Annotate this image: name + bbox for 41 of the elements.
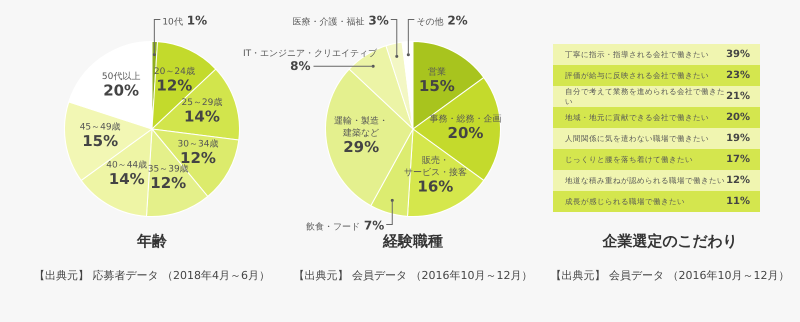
text: 【出典元】 会員データ （2016年10月～12月） [550, 268, 790, 284]
slice-label: 50代以上 [102, 70, 140, 82]
data-label: 15% [418, 77, 455, 96]
data-label: 11% [726, 196, 750, 207]
data-label: 29% [343, 138, 380, 156]
data-label: 23% [726, 70, 750, 81]
slice-label: 40～44歳 [106, 159, 148, 170]
text: 【出典元】 応募者データ （2018年4月～6月） [33, 268, 271, 284]
text: 経験職種 [382, 232, 444, 251]
data-label: 39% [726, 49, 750, 60]
data-label: 20% [448, 124, 484, 142]
data-label: 20% [103, 81, 140, 100]
data-label: 21% [726, 91, 750, 102]
text: 【出典元】 会員データ （2016年10月～12月） [293, 268, 533, 284]
slice-label: 運輸・製造・建築など [334, 116, 388, 139]
data-label: 16% [417, 177, 454, 196]
slice-label: 医療・介護・福祉 [292, 16, 364, 28]
slice-label: IT・エンジニア・クリエイティブ [242, 48, 378, 60]
data-label: 12% [156, 76, 192, 94]
text: 企業選定のこだわり [602, 232, 738, 251]
data-label: 17% [726, 154, 750, 165]
slice-label: 25～29歳 [181, 97, 222, 108]
data-label: 8% [290, 59, 310, 74]
data-label: 3% [368, 14, 389, 28]
text: 年齢 [136, 232, 168, 251]
data-label: 15% [82, 132, 118, 150]
data-label: 1% [186, 14, 208, 28]
slice-label: 10代 [162, 16, 183, 28]
data-label: 12% [726, 175, 750, 186]
data-label: 2% [447, 14, 468, 28]
data-label: 12% [150, 174, 186, 192]
slice-label: 飲食・フード [306, 222, 360, 232]
slice-label: その他 [416, 16, 444, 28]
data-label: 20% [726, 112, 750, 123]
slice-label: 30～34歳 [178, 138, 218, 150]
data-label: 19% [726, 133, 750, 144]
data-label: 14% [108, 170, 145, 188]
slice-label: 営業 [428, 66, 446, 78]
slice-label: 45～49歳 [80, 122, 121, 133]
data-label: 14% [184, 108, 220, 126]
data-label: 7% [364, 218, 384, 232]
